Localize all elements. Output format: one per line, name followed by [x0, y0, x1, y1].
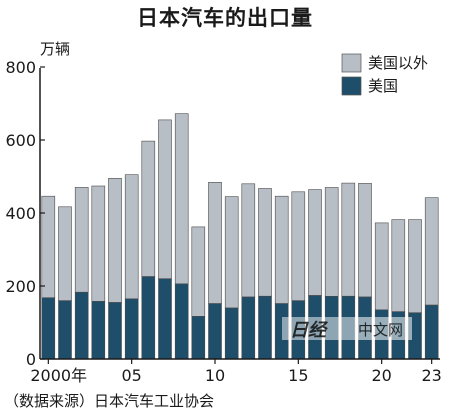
- legend-label-non-us: 美国以外: [368, 54, 428, 72]
- bar-non-us-2015: [291, 191, 306, 301]
- bar-non-us-2011: [224, 196, 239, 309]
- bars-group: [41, 113, 439, 360]
- y-tick-label-0: 0: [26, 350, 36, 369]
- x-tick-label-20: 20: [371, 366, 391, 385]
- bar-non-us-2003: [91, 185, 106, 302]
- legend-label-us: 美国: [368, 77, 398, 95]
- watermark-text: 中文网: [358, 321, 403, 339]
- bar-us-2005: [124, 298, 139, 360]
- x-tick-label-2000年: 2000年: [30, 366, 87, 385]
- bar-non-us-2023: [424, 197, 439, 306]
- bar-us-2002: [74, 291, 89, 360]
- bar-non-us-2008: [174, 113, 189, 285]
- bar-non-us-2018: [341, 182, 356, 297]
- x-tick-label-23: 23: [421, 366, 441, 385]
- y-tick-label-400: 400: [5, 204, 36, 223]
- bar-us-2001: [58, 300, 72, 360]
- legend: 美国以外 美国: [341, 53, 428, 96]
- bar-non-us-2004: [108, 178, 122, 303]
- bar-non-us-2006: [141, 140, 156, 277]
- y-axis-unit: 万辆: [40, 40, 71, 58]
- bar-non-us-2021: [391, 219, 406, 312]
- legend-swatch-us: [341, 76, 362, 96]
- watermark-logo-box: [282, 317, 354, 340]
- bar-us-2000: [41, 297, 56, 360]
- x-tick-label-10: 10: [205, 366, 225, 385]
- bar-us-2023: [424, 304, 439, 360]
- bar-non-us-2010: [208, 182, 222, 304]
- y-tick-label-200: 200: [5, 277, 36, 296]
- watermark: 日经 中文网: [282, 317, 412, 341]
- bar-non-us-2013: [258, 188, 272, 297]
- bar-non-us-2002: [74, 187, 89, 293]
- chart-title: 日本汽车的出口量: [137, 6, 313, 30]
- bar-us-2003: [91, 300, 106, 360]
- bar-us-2012: [241, 296, 256, 360]
- bar-non-us-2000: [41, 195, 56, 298]
- source-note: （数据来源）日本汽车工业协会: [4, 392, 215, 410]
- y-tick-label-600: 600: [5, 131, 36, 150]
- bar-non-us-2001: [58, 206, 72, 301]
- bar-us-2013: [258, 295, 272, 360]
- bar-non-us-2016: [308, 189, 322, 296]
- watermark-logo: 日经: [290, 320, 329, 341]
- bar-non-us-2014: [274, 195, 289, 304]
- bar-non-us-2009: [191, 226, 206, 317]
- bar-non-us-2022: [408, 219, 422, 314]
- bar-us-2010: [208, 303, 222, 360]
- bar-non-us-2012: [241, 183, 256, 298]
- bar-non-us-2020: [374, 222, 389, 311]
- bar-non-us-2007: [158, 119, 172, 280]
- bar-us-2007: [158, 278, 172, 360]
- legend-swatch-non-us: [341, 53, 362, 73]
- x-tick-label-05: 05: [121, 366, 141, 385]
- bar-us-2009: [191, 315, 206, 360]
- bar-us-2004: [108, 302, 122, 360]
- bar-non-us-2017: [324, 187, 339, 297]
- bar-us-2006: [141, 276, 156, 360]
- axes-group: 0 200 400 600 800 2000年 05 10 15 20 23: [5, 58, 441, 385]
- y-tick-label-800: 800: [5, 58, 36, 77]
- bar-non-us-2005: [124, 174, 139, 300]
- watermark-text-box: [354, 317, 412, 340]
- bar-non-us-2019: [358, 183, 372, 298]
- bar-us-2008: [174, 283, 189, 360]
- bar-us-2011: [224, 307, 239, 360]
- x-tick-label-15: 15: [288, 366, 308, 385]
